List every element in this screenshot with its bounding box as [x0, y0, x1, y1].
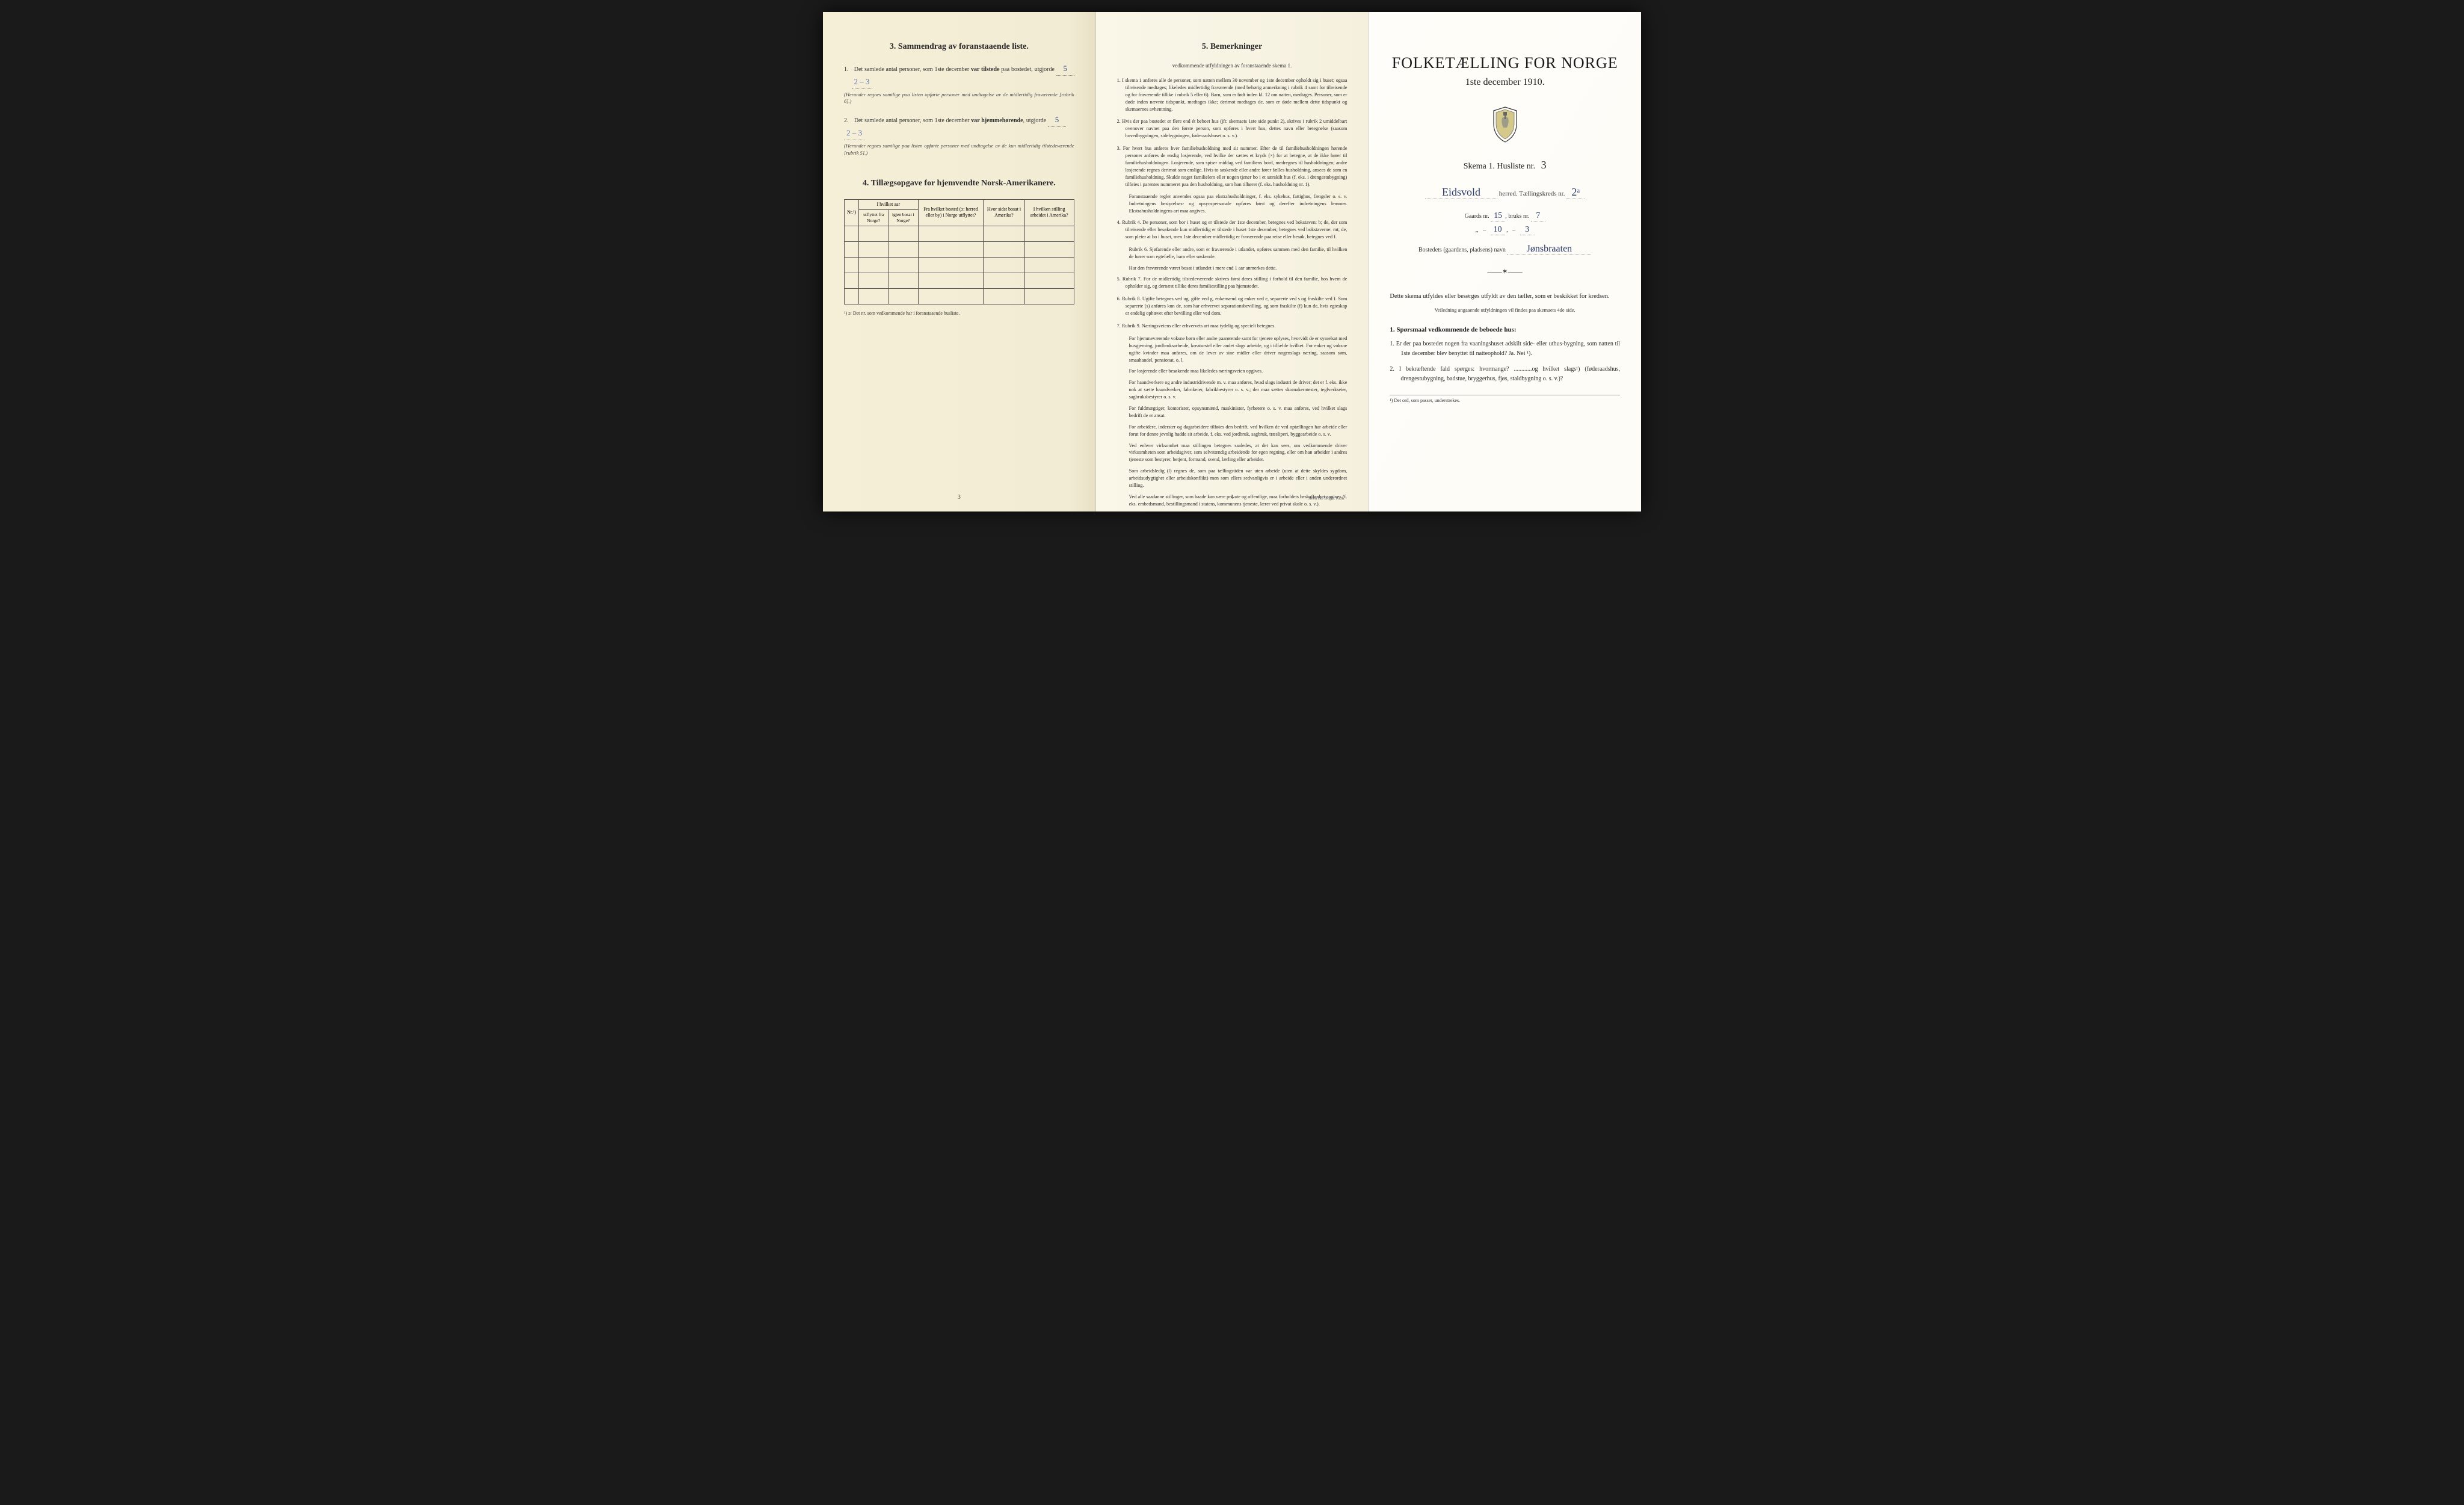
remark-7e: For fuldmægtiger, kontorister, opsynsmæn… [1117, 405, 1348, 419]
item-2-text: Det samlede antal personer, som 1ste dec… [854, 117, 971, 124]
th-aar: I hvilket aar [859, 199, 919, 209]
gaards-line-2: ,, – 10 , – 3 [1390, 225, 1620, 235]
item-1-text: Det samlede antal personer, som 1ste dec… [854, 66, 971, 73]
remarks-title: 5. Bemerkninger [1117, 42, 1348, 52]
remark-1: 1. I skema 1 anføres alle de personer, s… [1117, 77, 1348, 113]
ornament-icon: ――✶―― [1390, 267, 1620, 276]
page-1-number: 3 [958, 494, 961, 501]
item-1-bold: var tilstede [971, 66, 1000, 73]
q-heading: 1. Spørsmaal vedkommende de beboede hus: [1390, 326, 1620, 333]
line2-a: 10 [1491, 225, 1505, 235]
date-line: 1ste december 1910. [1390, 77, 1620, 88]
gaards-label: Gaards nr. [1465, 213, 1489, 220]
bosted-label: Bostedets (gaardens, pladsens) navn [1418, 247, 1506, 253]
table-row [845, 257, 1074, 273]
remark-4c: Har den fraværende været bosat i utlande… [1117, 265, 1348, 272]
item-1: 1. Det samlede antal personer, som 1ste … [844, 63, 1074, 105]
remark-7h: Som arbeidsledig (l) regnes de, som paa … [1117, 468, 1348, 489]
item-2-bold: var hjemmehørende [971, 117, 1023, 124]
remark-7g: Ved enhver virksomhet maa stillingen bet… [1117, 442, 1348, 464]
item-1-note: (Herunder regnes samtlige paa listen opf… [844, 91, 1074, 106]
section-4-title: 4. Tillægsopgave for hjemvendte Norsk-Am… [844, 179, 1074, 188]
herred-line: Eidsvold herred. Tællingskreds nr. 2ᵃ [1390, 186, 1620, 199]
page-title-cover: FOLKETÆLLING FOR NORGE 1ste december 191… [1369, 12, 1641, 511]
main-title: FOLKETÆLLING FOR NORGE [1390, 54, 1620, 72]
question-1: 1. Er der paa bostedet nogen fra vaaning… [1390, 339, 1620, 359]
bruks-label: bruks nr. [1508, 213, 1529, 220]
remark-7: 7. Rubrik 9. Næringsveiens eller erhverv… [1117, 323, 1348, 330]
small-instruction: Veiledning angaaende utfyldningen vil fi… [1390, 307, 1620, 313]
th-nr: Nr.¹) [845, 199, 859, 226]
item-2: 2. Det samlede antal personer, som 1ste … [844, 114, 1074, 156]
census-document: 3. Sammendrag av foranstaaende liste. 1.… [823, 12, 1641, 511]
herred-label: herred. Tællingskreds nr. [1499, 190, 1565, 197]
remark-2: 2. Hvis der paa bostedet er flere end ét… [1117, 118, 1348, 140]
table-row [845, 226, 1074, 241]
page-3-summary: 3. Sammendrag av foranstaaende liste. 1.… [823, 12, 1096, 511]
instruction-text: Dette skema utfyldes eller besørges utfy… [1390, 292, 1620, 302]
herred-name: Eidsvold [1425, 186, 1497, 199]
item-1-value: 5 [1056, 63, 1074, 76]
section-3-title: 3. Sammendrag av foranstaaende liste. [844, 42, 1074, 52]
table-row [845, 241, 1074, 257]
remark-7d: For haandverkere og andre industridriven… [1117, 379, 1348, 401]
item-2-value: 5 [1048, 114, 1066, 127]
page-2-number: 4 [1231, 494, 1234, 501]
item-2-num: 2. [844, 116, 852, 126]
remark-7f: For arbeidere, inderster og dagarbeidere… [1117, 424, 1348, 438]
printer-note: Steen'ske Bogtr. Kr.a. [1308, 496, 1344, 501]
tillaeg-table: Nr.¹) I hvilket aar Fra hvilket bosted (… [844, 199, 1074, 304]
skema-line: Skema 1. Husliste nr. 3 [1390, 159, 1620, 172]
bosted-line: Bostedets (gaardens, pladsens) navn Jøns… [1390, 244, 1620, 255]
th-bosted: Fra hvilket bosted (ɔ: herred eller by) … [918, 199, 984, 226]
th-stilling: I hvilken stilling arbeidet i Amerika? [1024, 199, 1074, 226]
item-2-extra: 2 – 3 [844, 127, 864, 140]
coat-of-arms-icon [1390, 106, 1620, 143]
skema-label: Skema 1. Husliste nr. [1464, 162, 1535, 171]
table-row [845, 273, 1074, 288]
table-footnote: ¹) ɔ: Det nr. som vedkommende har i fora… [844, 311, 1074, 316]
remark-4b: Rubrik 6. Sjøfarende eller andre, som er… [1117, 246, 1348, 261]
remark-7b: For hjemmeværende voksne børn eller andr… [1117, 335, 1348, 364]
remark-3b: Foranstaaende regler anvendes ogsaa paa … [1117, 193, 1348, 215]
item-1-extra: 2 – 3 [852, 76, 872, 89]
item-2-text2: , utgjorde [1023, 117, 1047, 124]
item-1-text2: paa bostedet, utgjorde [1000, 66, 1055, 73]
bruks-nr: 7 [1531, 211, 1545, 221]
husliste-nr: 3 [1541, 159, 1547, 171]
kreds-nr: 2ᵃ [1566, 186, 1585, 199]
page-4-remarks: 5. Bemerkninger vedkommende utfyldningen… [1096, 12, 1369, 511]
th-utflyttet: utflyttet fra Norge? [859, 210, 889, 226]
th-sidst: Hvor sidst bosat i Amerika? [984, 199, 1024, 226]
remark-5: 5. Rubrik 7. For de midlertidig tilstede… [1117, 276, 1348, 290]
table-header-row-1: Nr.¹) I hvilket aar Fra hvilket bosted (… [845, 199, 1074, 209]
bosted-name: Jønsbraaten [1507, 244, 1591, 255]
remark-6: 6. Rubrik 8. Ugifte betegnes ved ug, gif… [1117, 295, 1348, 317]
p3-footnote: ¹) Det ord, som passer, understrekes. [1390, 395, 1620, 403]
remarks-subtitle: vedkommende utfyldningen av foranstaaend… [1117, 63, 1348, 69]
gaards-nr: 15 [1491, 211, 1505, 221]
remark-3: 3. For hvert hus anføres hver familiehus… [1117, 145, 1348, 188]
item-1-num: 1. [844, 65, 852, 75]
th-igjen: igjen bosat i Norge? [889, 210, 918, 226]
item-2-note: (Herunder regnes samtlige paa listen opf… [844, 143, 1074, 157]
remark-4: 4. Rubrik 4. De personer, som bor i huse… [1117, 219, 1348, 241]
remark-7c: For losjerende eller besøkende maa likel… [1117, 368, 1348, 375]
table-row [845, 288, 1074, 304]
line2-b: 3 [1520, 225, 1535, 235]
gaards-line-1: Gaards nr. 15, bruks nr. 7 [1390, 211, 1620, 221]
question-2: 2. I bekræftende fald spørges: hvormange… [1390, 365, 1620, 384]
